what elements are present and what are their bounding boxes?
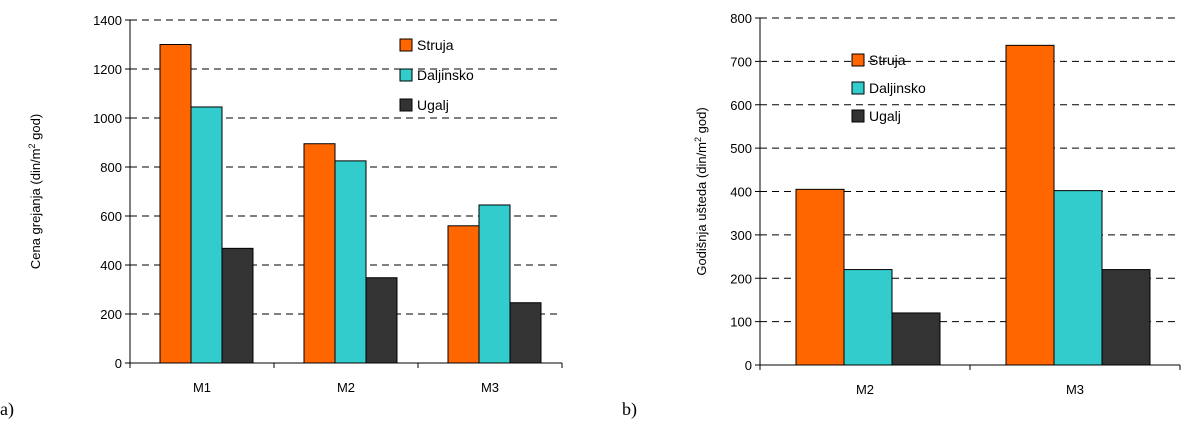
y-tick-label: 500 (730, 141, 752, 156)
bar-daljinsko-m2 (334, 160, 367, 364)
y-tick-label: 700 (730, 54, 752, 69)
legend: Struja Daljinsko Ugalj (851, 52, 926, 124)
legend-label-struja: Struja (417, 37, 454, 53)
y-tick-label: 1000 (93, 111, 122, 126)
legend-label-daljinsko: Daljinsko (869, 80, 926, 96)
bar-struja-m2 (795, 188, 845, 366)
y-tick-label: 800 (730, 11, 752, 26)
y-tick-label: 100 (730, 315, 752, 330)
y-tick-label: 0 (745, 358, 752, 373)
legend-swatch-daljinsko (851, 81, 865, 95)
bar-daljinsko-m3 (1053, 190, 1103, 366)
panel-label: a) (0, 399, 14, 420)
y-axis-label: Cena grejanja (din/m2 god) (27, 114, 43, 269)
y-tick-label: 200 (730, 271, 752, 286)
bar-daljinsko-m1 (190, 106, 223, 364)
bar-ugalj-m2 (365, 277, 398, 364)
y-axis-label-text: Cena grejanja (din/m (28, 148, 43, 269)
bar-struja-m3 (447, 225, 480, 364)
legend-swatch-struja (399, 38, 413, 52)
y-tick-label: 200 (100, 307, 122, 322)
y-axis-label: Godišnja ušteda (din/m2 god) (693, 107, 709, 275)
y-tick-label: 400 (100, 258, 122, 273)
y-tick-label: 0 (115, 356, 122, 371)
y-axis-label-tail: god) (28, 114, 43, 144)
bar-ugalj-m3 (1101, 269, 1151, 366)
bar-ugalj-m1 (221, 247, 254, 364)
x-tick-label: M3 (481, 380, 499, 395)
bar-struja-m2 (303, 143, 336, 364)
y-tick-label: 600 (730, 98, 752, 113)
bar-struja-m3 (1005, 44, 1055, 366)
bar-daljinsko-m3 (478, 204, 511, 364)
legend-label-struja: Struja (869, 52, 906, 68)
legend-swatch-ugalj (399, 98, 413, 112)
legend: Struja Daljinsko Ugalj (399, 37, 474, 113)
legend-label-daljinsko: Daljinsko (417, 67, 474, 83)
bar-struja-m1 (159, 44, 192, 364)
bar-ugalj-m3 (509, 302, 542, 364)
y-tick-label: 1400 (93, 13, 122, 28)
y-tick-label: 600 (100, 209, 122, 224)
x-tick-label: M3 (1066, 382, 1084, 397)
x-tick-label: M1 (193, 380, 211, 395)
y-tick-label: 1200 (93, 62, 122, 77)
chart-b: 0 100 200 300 400 500 600 700 800 M2 M3 Godišnja uš… (622, 11, 1181, 420)
panel-label: b) (622, 399, 637, 420)
legend-label-ugalj: Ugalj (417, 97, 449, 113)
chart-a: 0 200 400 600 800 1000 1200 1400 M1 M2 M3 Cena grej… (0, 13, 563, 420)
bar-daljinsko-m2 (843, 269, 893, 366)
legend-swatch-daljinsko (399, 68, 413, 82)
legend-swatch-struja (851, 53, 865, 67)
x-tick-label: M2 (337, 380, 355, 395)
y-tick-label: 400 (730, 185, 752, 200)
x-tick-label: M2 (856, 382, 874, 397)
bar-ugalj-m2 (891, 312, 941, 366)
y-axis-label-tail: god) (694, 107, 709, 137)
legend-label-ugalj: Ugalj (869, 108, 901, 124)
y-tick-label: 300 (730, 228, 752, 243)
y-tick-label: 800 (100, 160, 122, 175)
y-axis-label-text: Godišnja ušteda (din/m (694, 142, 709, 276)
y-axis-label-sup: 2 (27, 143, 37, 148)
legend-swatch-ugalj (851, 109, 865, 123)
y-axis-label-sup: 2 (693, 137, 703, 142)
